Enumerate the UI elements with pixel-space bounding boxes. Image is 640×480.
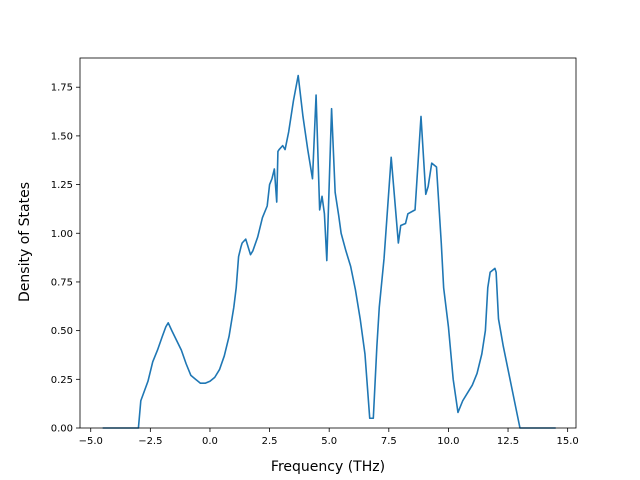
y-tick-label: 1.75 <box>51 83 73 94</box>
y-axis-label: Density of States <box>17 182 33 302</box>
axis-ticks: −5.0 −2.5 0.0 2.5 5.0 7.5 10.0 12.5 15.0 0.00 0.25… <box>51 83 579 447</box>
y-tick-label: 0.25 <box>51 375 73 386</box>
x-tick-label: 2.5 <box>262 436 278 447</box>
y-tick-label: 1.00 <box>51 229 73 240</box>
y-tick-label: 1.50 <box>51 131 73 142</box>
y-tick-label: 0.00 <box>51 424 73 435</box>
x-tick-label: 10.0 <box>437 436 459 447</box>
y-tick-label: 0.75 <box>51 277 73 288</box>
x-tick-label: 12.5 <box>497 436 519 447</box>
x-tick-label: −2.5 <box>138 436 162 447</box>
axes-frame <box>79 57 577 429</box>
x-tick-label: 7.5 <box>381 436 397 447</box>
x-tick-label: 15.0 <box>557 436 579 447</box>
y-tick-label: 0.50 <box>51 326 73 337</box>
x-axis-label: Frequency (THz) <box>271 459 385 475</box>
plot-area <box>79 57 577 429</box>
x-tick-label: 5.0 <box>321 436 337 447</box>
x-tick-label: −5.0 <box>79 436 103 447</box>
y-tick-label: 1.25 <box>51 180 73 191</box>
x-tick-label: 0.0 <box>202 436 218 447</box>
series-line-0 <box>102 74 556 429</box>
